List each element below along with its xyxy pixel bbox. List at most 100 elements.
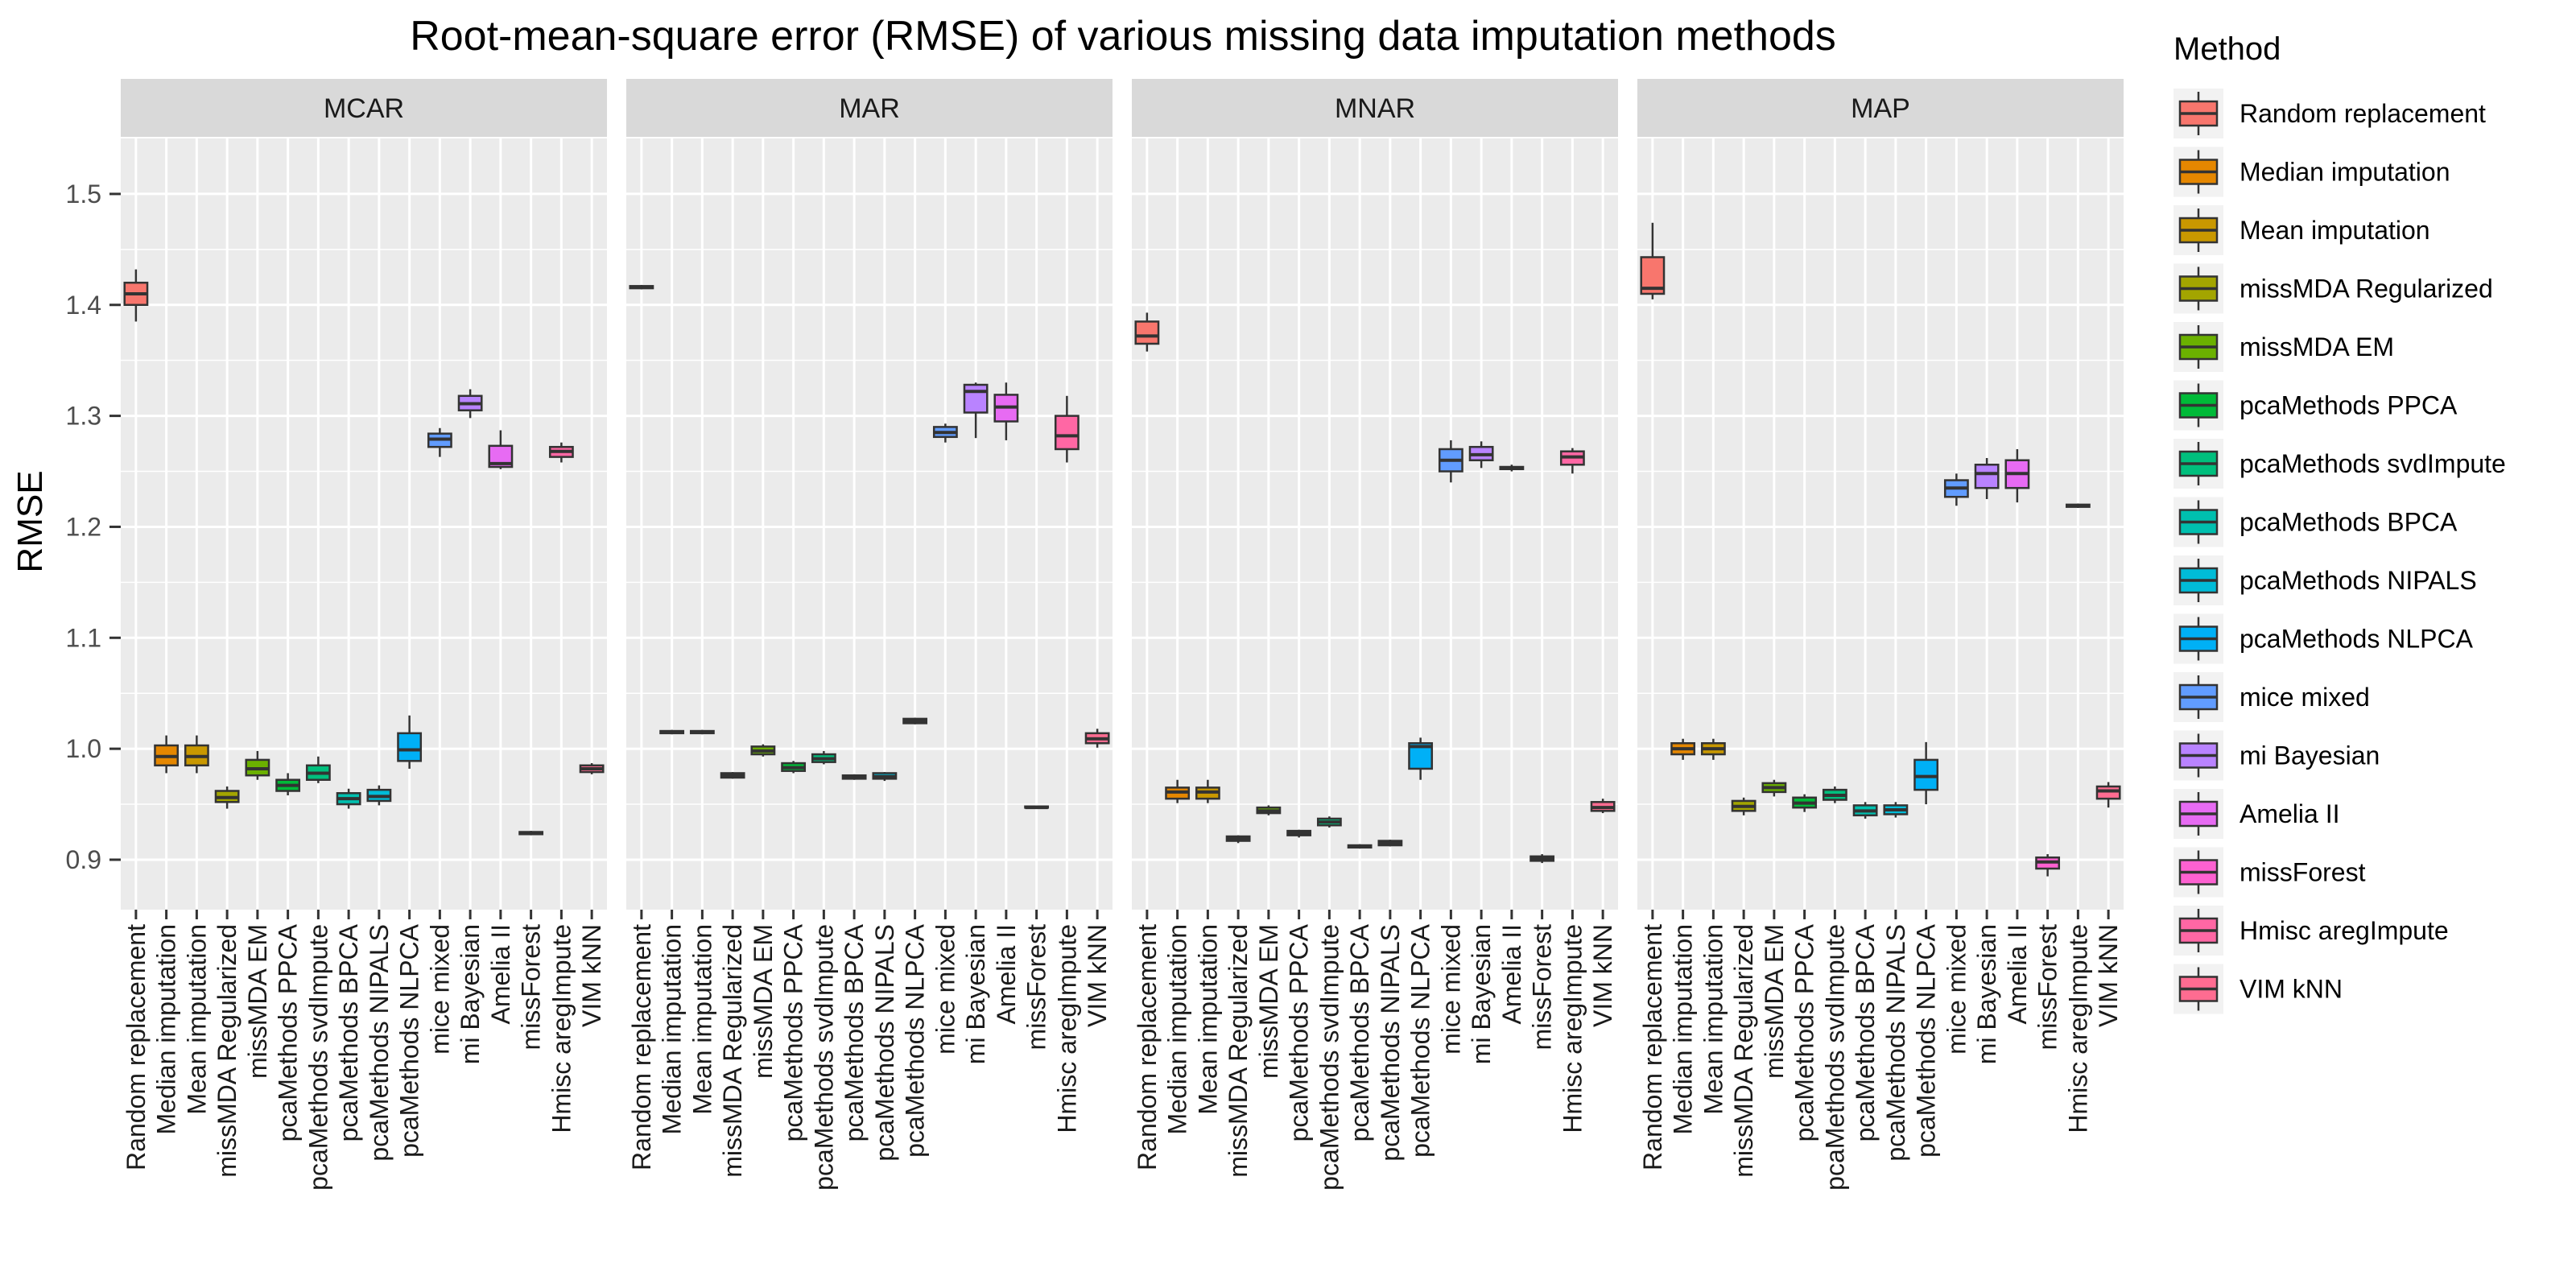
x-tick-label: Amelia II [1497,924,1526,1024]
box-pcamethods-bpca [1347,844,1373,849]
x-tick-label: VIM kNN [577,924,606,1027]
box-amelia-ii [2004,448,2030,503]
x-tick-label: Random replacement [627,924,656,1170]
y-tick-label: 1.1 [66,623,101,652]
x-tick-label: Mean imputation [687,924,716,1115]
legend-label: missMDA EM [2240,332,2394,361]
box-pcamethods-nipals [1883,802,1909,818]
box-amelia-ii [488,430,514,469]
x-tick-label: pcaMethods PPCA [779,923,808,1141]
x-tick-label: VIM kNN [1588,924,1617,1027]
box-pcamethods-bpca [841,774,867,780]
box-pcamethods-nlpca [902,717,928,724]
box-body [963,383,989,414]
panel-strip-label: MAP [1851,93,1910,124]
legend-item: Hmisc aregImpute [2174,906,2449,956]
box-missmda-regularized [1225,835,1251,844]
x-tick-label: pcaMethods NIPALS [1881,924,1910,1162]
panel-strip-label: MNAR [1335,93,1415,124]
legend-item: Median imputation [2174,147,2450,197]
x-tick-label: pcaMethods BPCA [334,923,363,1141]
legend-item: pcaMethods PPCA [2174,380,2458,431]
legend-item: missMDA EM [2174,322,2394,372]
x-tick-label: Median imputation [658,924,687,1134]
x-tick-label: Hmisc aregImpute [547,924,576,1133]
box-hmisc-aregimpute [548,442,574,463]
box-missmda-em [750,744,776,757]
box-random-replacement [1640,222,1666,299]
panel-map: MAP Random replacement Median imputation Me… [1637,79,2124,1191]
box-missforest [1024,805,1050,810]
x-tick-label: Random replacement [1638,924,1667,1170]
box-mean-imputation [184,735,209,774]
chart-title: Root-mean-square error (RMSE) of various… [410,13,1836,60]
legend-label: pcaMethods PPCA [2240,391,2458,420]
box-missforest [1530,854,1555,864]
legend-item: missForest [2174,847,2366,898]
legend-label: mice mixed [2240,683,2370,712]
panel-background [121,138,607,910]
x-tick-label: Amelia II [486,924,515,1024]
x-tick-label: pcaMethods BPCA [1851,923,1880,1141]
box-random-replacement [123,269,149,322]
x-tick-label: missMDA EM [749,924,778,1079]
x-tick-label: pcaMethods NIPALS [1376,924,1405,1162]
box-pcamethods-ppca [1792,794,1818,812]
legend-item: pcaMethods svdImpute [2174,439,2506,489]
legend-title: Method [2174,31,2281,67]
box-missforest [518,831,544,836]
legend-label: missMDA Regularized [2240,275,2493,303]
panel-strip [626,79,1113,137]
panel-mar: MAR Random replacement Median imputation Me… [626,79,1113,1191]
x-tick-label: Hmisc aregImpute [1052,924,1081,1133]
y-tick-label: 1.4 [66,291,101,320]
x-tick-label: Random replacement [1133,924,1162,1170]
box-mean-imputation [1700,738,1726,760]
x-tick-label: mice mixed [1942,924,1971,1055]
box-mi-bayesian [1974,457,2000,499]
legend-label: missForest [2240,858,2366,887]
legend-item: pcaMethods BPCA [2174,497,2458,547]
x-tick-label: VIM kNN [2094,924,2123,1027]
legend-item: missMDA Regularized [2174,263,2493,314]
box-pcamethods-svdimpute [811,750,836,765]
x-tick-label: missMDA EM [1760,924,1789,1079]
legend-item: Amelia II [2174,789,2339,839]
box-body [1974,464,2000,489]
box-amelia-ii [1499,464,1525,472]
legend-label: Random replacement [2240,99,2486,128]
box-pcamethods-ppca [275,773,301,796]
legend-label: Median imputation [2240,158,2450,187]
panel-background [626,138,1113,910]
x-tick-label: missForest [1528,924,1557,1051]
box-body [2095,785,2121,800]
box-pcamethods-bpca [336,788,361,809]
legend-label: pcaMethods NLPCA [2240,625,2474,654]
legend-item: pcaMethods NIPALS [2174,555,2477,605]
box-mean-imputation [1195,779,1220,803]
panel-background [1637,138,2124,910]
panel-strip [1637,79,2124,137]
legend-item: Random replacement [2174,89,2486,138]
box-pcamethods-nlpca [1913,741,1939,805]
legend-label: Amelia II [2240,799,2339,828]
legend-label: pcaMethods NIPALS [2240,566,2477,595]
legend-label: pcaMethods svdImpute [2240,449,2506,478]
box-pcamethods-nlpca [397,715,423,769]
y-tick-label: 0.9 [66,845,101,874]
x-tick-label: pcaMethods NLPCA [1406,923,1435,1158]
x-tick-label: missForest [1022,924,1051,1051]
box-mi-bayesian [457,389,483,419]
x-tick-label: Mean imputation [1699,924,1728,1115]
x-tick-label: pcaMethods BPCA [1345,923,1374,1141]
box-pcamethods-nipals [1377,840,1403,847]
panel-mcar: MCAR Random replacement Median imputation M… [121,79,607,1191]
x-tick-label: missMDA Regularized [1729,924,1758,1178]
x-tick-label: Hmisc aregImpute [1558,924,1587,1133]
x-tick-label: missMDA EM [243,924,272,1079]
panel-strip-label: MAR [839,93,900,124]
legend-label: mi Bayesian [2240,741,2380,770]
box-pcamethods-ppca [1286,829,1312,838]
